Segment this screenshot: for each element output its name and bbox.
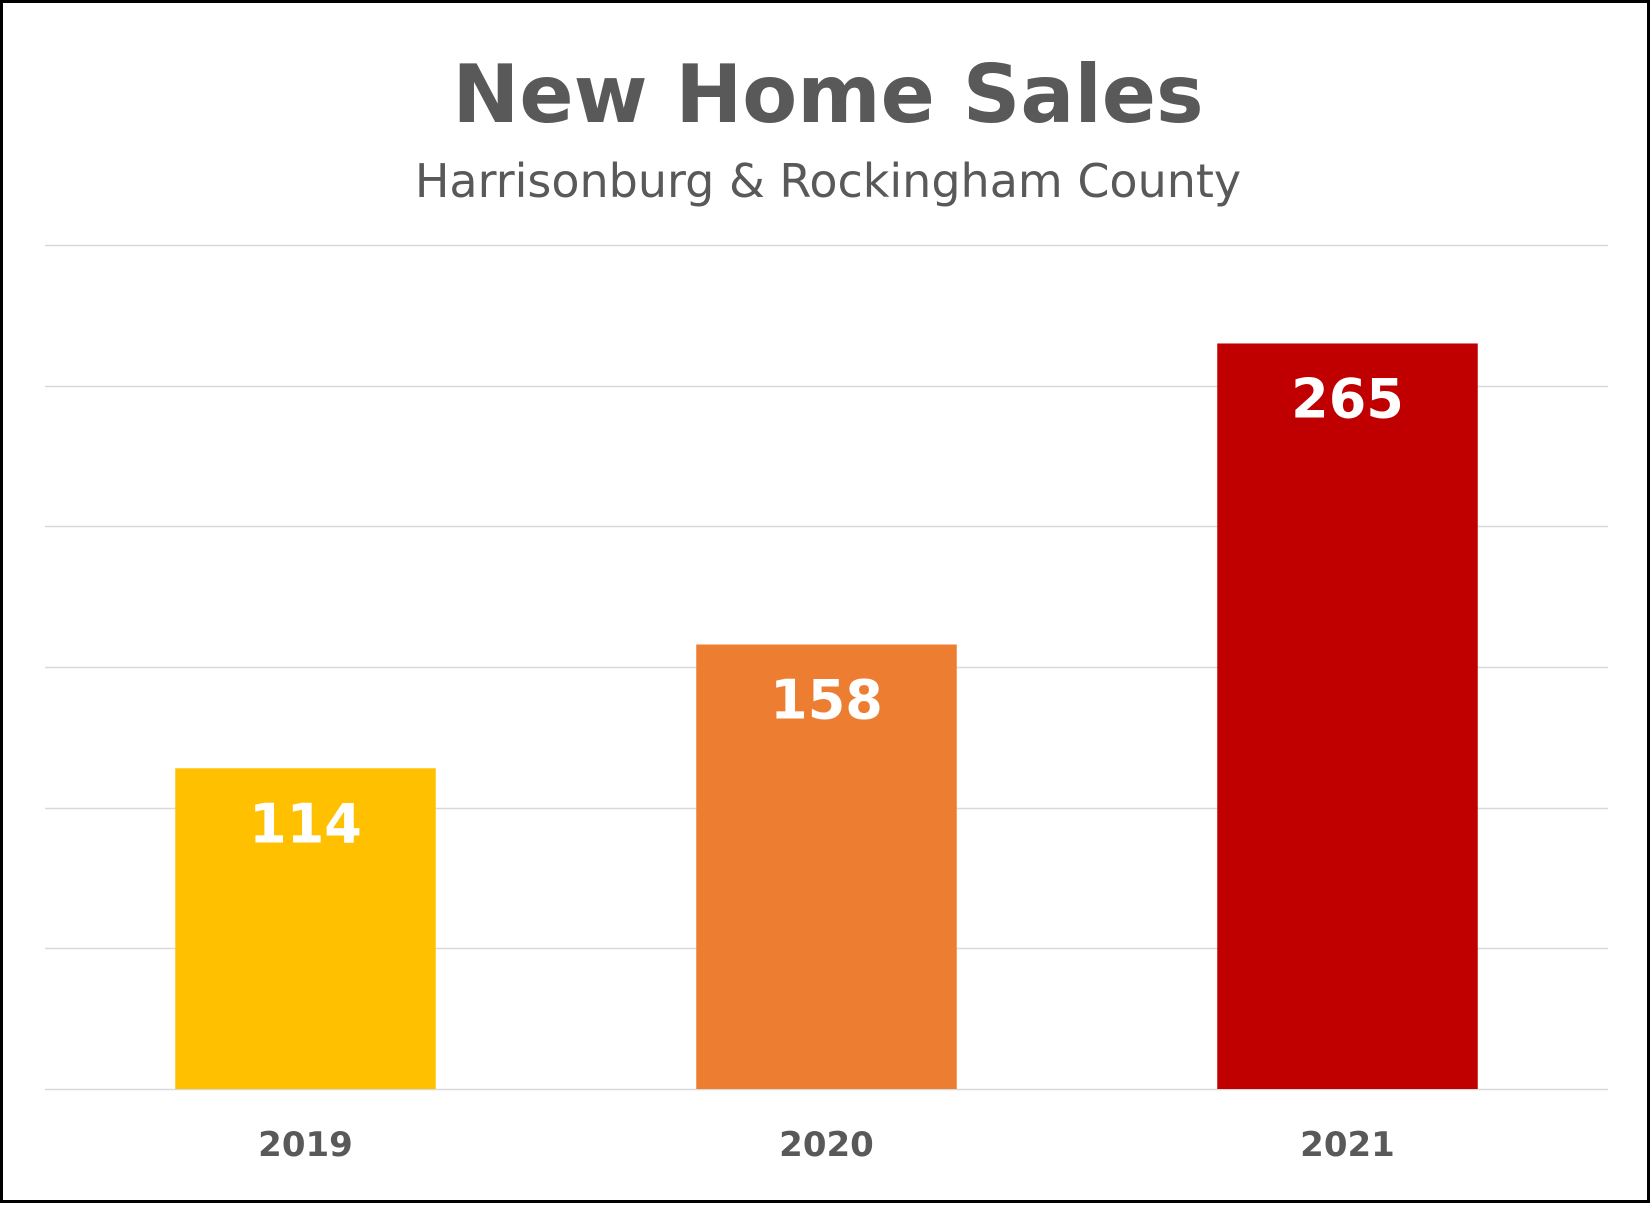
- bar-2020: [696, 644, 957, 1089]
- category-label-2021: 2021: [1300, 1125, 1395, 1165]
- bar-chart: 114 2019 158 2020 265 2021: [45, 244, 1608, 1165]
- data-label-2019: 114: [249, 792, 362, 855]
- data-label-2021: 265: [1291, 367, 1404, 430]
- chart-subtitle: Harrisonburg & Rockingham County: [414, 154, 1242, 208]
- bar-2021: [1217, 343, 1478, 1089]
- category-label-2020: 2020: [779, 1125, 874, 1165]
- category-label-2019: 2019: [258, 1125, 353, 1165]
- data-label-2020: 158: [770, 668, 883, 731]
- chart-title: New Home Sales: [452, 48, 1204, 141]
- bar-2019: [175, 768, 436, 1089]
